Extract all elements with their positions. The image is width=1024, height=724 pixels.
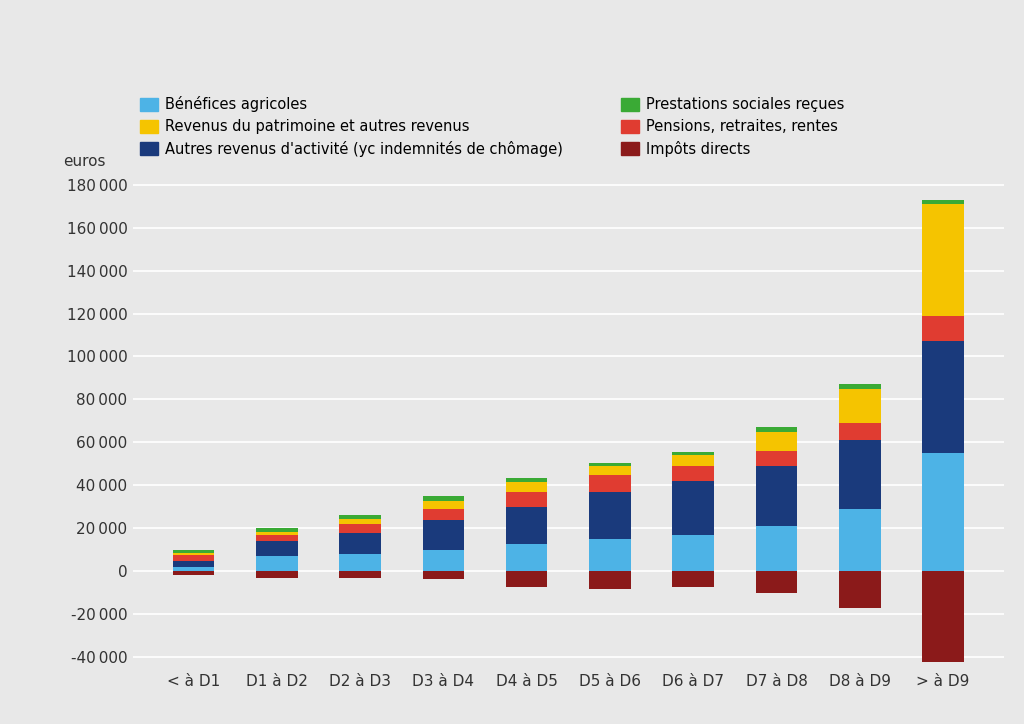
Bar	[506, 544, 548, 571]
Bar	[506, 507, 548, 544]
Legend: Bénéfices agricoles, Revenus du patrimoine et autres revenus, Autres revenus d'a: Bénéfices agricoles, Revenus du patrimoi…	[140, 96, 845, 156]
Bar	[756, 451, 798, 466]
Bar	[923, 342, 964, 453]
Bar	[589, 571, 631, 589]
Bar	[839, 509, 881, 571]
Bar	[256, 571, 298, 578]
Bar	[173, 567, 214, 571]
Bar	[423, 550, 464, 571]
Bar	[423, 500, 464, 509]
Bar	[506, 492, 548, 507]
Bar	[673, 571, 714, 586]
Bar	[673, 466, 714, 481]
Bar	[756, 427, 798, 432]
Bar	[423, 520, 464, 550]
Bar	[339, 533, 381, 555]
Text: euros: euros	[63, 153, 106, 169]
Bar	[173, 550, 214, 553]
Bar	[839, 571, 881, 608]
Bar	[756, 571, 798, 593]
Bar	[339, 555, 381, 571]
Bar	[423, 509, 464, 520]
Bar	[839, 389, 881, 423]
Bar	[923, 316, 964, 342]
Bar	[756, 466, 798, 526]
Bar	[673, 481, 714, 535]
Bar	[339, 524, 381, 533]
Bar	[839, 384, 881, 389]
Bar	[256, 531, 298, 535]
Bar	[756, 432, 798, 451]
Bar	[839, 423, 881, 440]
Bar	[589, 466, 631, 475]
Bar	[506, 482, 548, 492]
Bar	[173, 560, 214, 567]
Bar	[173, 553, 214, 555]
Bar	[923, 200, 964, 204]
Bar	[923, 571, 964, 662]
Bar	[923, 204, 964, 316]
Bar	[756, 526, 798, 571]
Bar	[589, 539, 631, 571]
Bar	[339, 515, 381, 519]
Bar	[256, 535, 298, 542]
Bar	[423, 571, 464, 579]
Bar	[173, 555, 214, 560]
Bar	[673, 535, 714, 571]
Bar	[589, 492, 631, 539]
Bar	[673, 452, 714, 455]
Bar	[256, 529, 298, 531]
Bar	[423, 496, 464, 500]
Bar	[589, 463, 631, 466]
Bar	[506, 571, 548, 586]
Bar	[339, 571, 381, 578]
Bar	[506, 478, 548, 482]
Bar	[339, 519, 381, 524]
Bar	[256, 557, 298, 571]
Bar	[173, 571, 214, 575]
Bar	[839, 440, 881, 509]
Bar	[673, 455, 714, 466]
Bar	[589, 475, 631, 492]
Bar	[256, 542, 298, 557]
Bar	[923, 453, 964, 571]
